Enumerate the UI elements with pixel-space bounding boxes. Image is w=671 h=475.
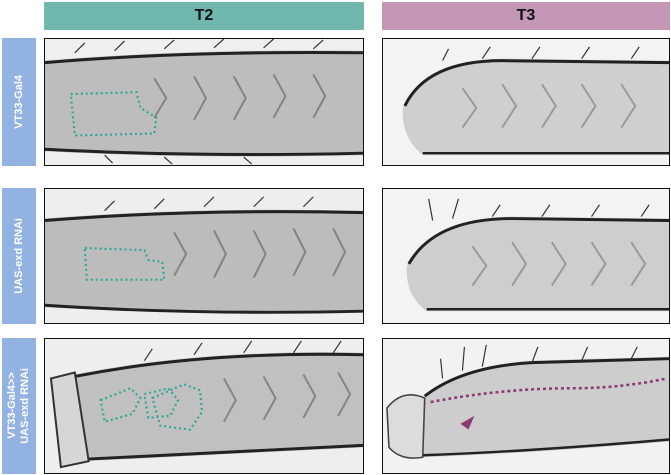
row-label-control-gal4: VT33-Gal4 (2, 38, 36, 166)
micrograph-t3-vt33-gal4 (382, 38, 670, 166)
row-label-text: VT33-Gal4 (12, 75, 25, 129)
row-label-text: UAS-exd RNAi (12, 218, 25, 294)
column-header-t3: T3 (382, 2, 670, 30)
micrograph-t3-knockdown (382, 338, 670, 474)
row-label-text-line-2: UAS-exd RNAi (19, 368, 31, 444)
micrograph-t2-vt33-gal4-image (45, 39, 363, 165)
row-label-control-rnai: UAS-exd RNAi (2, 188, 36, 324)
column-header-t2: T2 (44, 2, 364, 30)
column-header-t3-label: T3 (516, 7, 536, 24)
micrograph-t2-vt33-gal4 (44, 38, 364, 166)
micrograph-t2-knockdown (44, 338, 364, 474)
micrograph-t2-uas-exd-rnai (44, 188, 364, 324)
row-label-knockdown: VT33-Gal4>> UAS-exd RNAi (2, 338, 36, 474)
micrograph-t3-uas-exd-rnai-image (383, 189, 669, 323)
micrograph-t3-uas-exd-rnai (382, 188, 670, 324)
row-label-text-line-1: VT33-Gal4>> (6, 372, 18, 440)
arrowhead-icon (460, 415, 475, 430)
micrograph-t3-vt33-gal4-image (383, 39, 669, 165)
micrograph-t2-knockdown-image (45, 339, 363, 473)
micrograph-t3-knockdown-image (383, 339, 669, 473)
micrograph-t2-uas-exd-rnai-image (45, 189, 363, 323)
column-header-t2-label: T2 (194, 7, 214, 24)
